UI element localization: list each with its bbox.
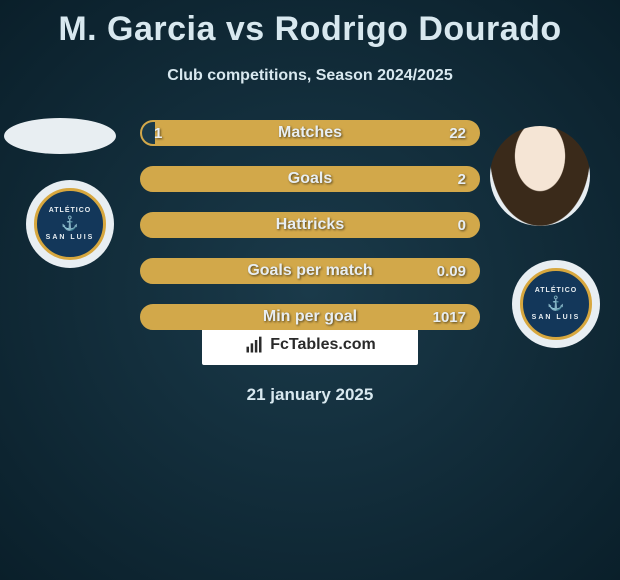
- club-anchor-icon: ⚓: [61, 216, 78, 231]
- stats-container: 1Matches22 Goals2 Hattricks0 Goals per matc…: [140, 120, 480, 350]
- stat-value-right: 22: [449, 122, 466, 144]
- player-left-avatar: [4, 118, 116, 154]
- club-text-bot: SAN LUIS: [46, 234, 95, 242]
- stat-row: Goals2: [140, 166, 480, 192]
- stat-value-right: 2: [458, 168, 466, 190]
- stat-label: Min per goal: [142, 306, 478, 328]
- stat-row: Goals per match0.09: [140, 258, 480, 284]
- page-title: M. Garcia vs Rodrigo Dourado: [0, 0, 620, 49]
- stat-value-right: 0: [458, 214, 466, 236]
- page-date: 21 january 2025: [0, 385, 620, 405]
- club-logo-left: ATLÉTICO ⚓ SAN LUIS: [26, 180, 114, 268]
- club-text-top: ATLÉTICO: [49, 207, 91, 215]
- club-badge-right: ATLÉTICO ⚓ SAN LUIS: [520, 268, 592, 340]
- stat-label: Hattricks: [142, 214, 478, 236]
- stat-label: Goals: [142, 168, 478, 190]
- stat-row: Hattricks0: [140, 212, 480, 238]
- stat-value-right: 0.09: [437, 260, 466, 282]
- club-logo-right: ATLÉTICO ⚓ SAN LUIS: [512, 260, 600, 348]
- club-text-top: ATLÉTICO: [535, 287, 577, 295]
- page-subtitle: Club competitions, Season 2024/2025: [0, 67, 620, 85]
- club-badge-left: ATLÉTICO ⚓ SAN LUIS: [34, 188, 106, 260]
- player-right-avatar: [490, 126, 590, 226]
- stat-label: Goals per match: [142, 260, 478, 282]
- stat-row: 1Matches22: [140, 120, 480, 146]
- stat-value-right: 1017: [433, 306, 466, 328]
- stat-row: Min per goal1017: [140, 304, 480, 330]
- club-text-bot: SAN LUIS: [532, 314, 581, 322]
- club-anchor-icon: ⚓: [547, 296, 564, 311]
- stat-label: Matches: [142, 122, 478, 144]
